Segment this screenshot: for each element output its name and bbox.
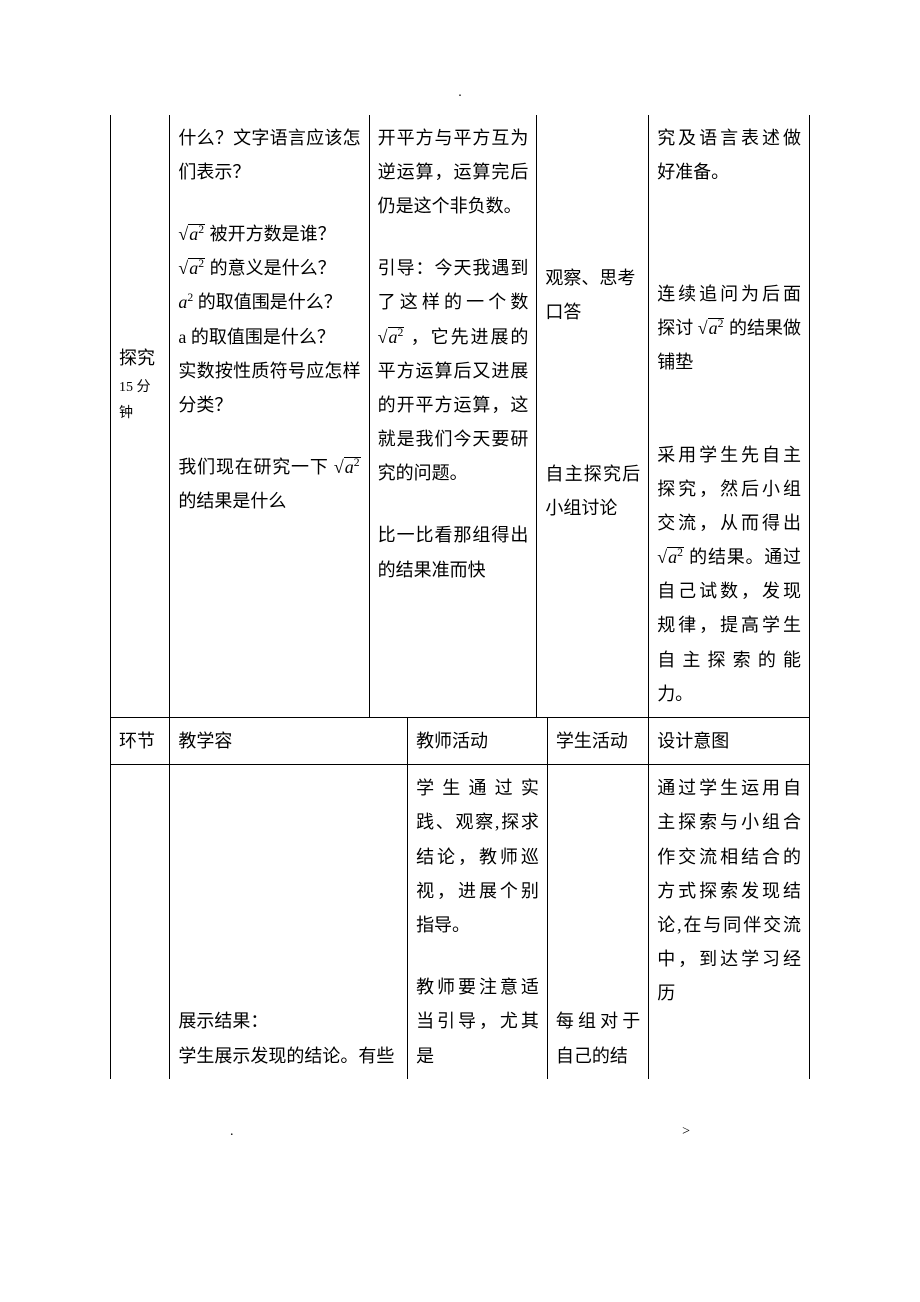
lesson-table-top: 探究 15 分钟 什么？文字语言应该怎们表示？ a2 被开方数是谁？ a2 的意… xyxy=(110,115,810,717)
col-header-content: 教学容 xyxy=(170,718,408,765)
teacher-activity: 学生通过实践、观察,探求结论，教师巡视，进展个别指导。 xyxy=(416,771,539,942)
design-intent: 究及语言表述做好准备。 xyxy=(657,121,801,189)
col-header-teacher: 教师活动 xyxy=(408,718,548,765)
table-header-row: 环节 教学容 教师活动 学生活动 设计意图 xyxy=(111,718,810,765)
lesson-table-bottom: 环节 教学容 教师活动 学生活动 设计意图 展示结果： 学生展示发现的结论。有些… xyxy=(110,717,810,1079)
stage-label: 探究 xyxy=(119,341,161,375)
design-intent: 连续追问为后面探讨 a2 的结果做铺垫 xyxy=(657,277,801,380)
table-row: 展示结果： 学生展示发现的结论。有些 学生通过实践、观察,探求结论，教师巡视，进… xyxy=(111,765,810,1079)
design-intent: 通过学生运用自主探索与小组合作交流相结合的方式探索发现结论,在与同伴交流中，到达… xyxy=(657,771,801,1010)
content-block: a2 被开方数是谁？ a2 的意义是什么？ a2 的取值围是什么？ a 的取值围… xyxy=(178,217,360,422)
teacher-activity: 比一比看那组得出的结果准而快 xyxy=(378,518,529,586)
footer-left: . xyxy=(230,1119,234,1146)
col-header-intent: 设计意图 xyxy=(649,718,810,765)
col-header-stage: 环节 xyxy=(111,718,170,765)
page-footer: . > xyxy=(110,1119,810,1146)
content-block: 展示结果： 学生展示发现的结论。有些 xyxy=(178,1004,399,1072)
student-activity: 自主探究后小组讨论 xyxy=(545,457,640,525)
stage-time: 15 分钟 xyxy=(119,375,161,428)
student-activity: 每组对于自己的结 xyxy=(556,1004,640,1072)
col-header-student: 学生活动 xyxy=(547,718,648,765)
student-activity: 观察、思考 口答 xyxy=(545,261,640,329)
page-header-dot: . xyxy=(110,80,810,107)
teacher-activity: 开平方与平方互为逆运算，运算完后仍是这个非负数。 xyxy=(378,121,529,224)
content-block: 我们现在研究一下 a2 的结果是什么 xyxy=(178,450,360,518)
teacher-activity: 引导：今天我遇到了这样的一个数 a2 ，它先进展的平方运算后又进展的开平方运算，… xyxy=(378,251,529,490)
content-block: 什么？文字语言应该怎们表示？ xyxy=(178,121,360,189)
teacher-activity: 教师要注意适当引导，尤其是 xyxy=(416,970,539,1073)
footer-right: > xyxy=(682,1119,690,1146)
design-intent: 采用学生先自主探究，然后小组交流，从而得出 a2 的结果。通过自己试数，发现规律… xyxy=(657,438,801,712)
